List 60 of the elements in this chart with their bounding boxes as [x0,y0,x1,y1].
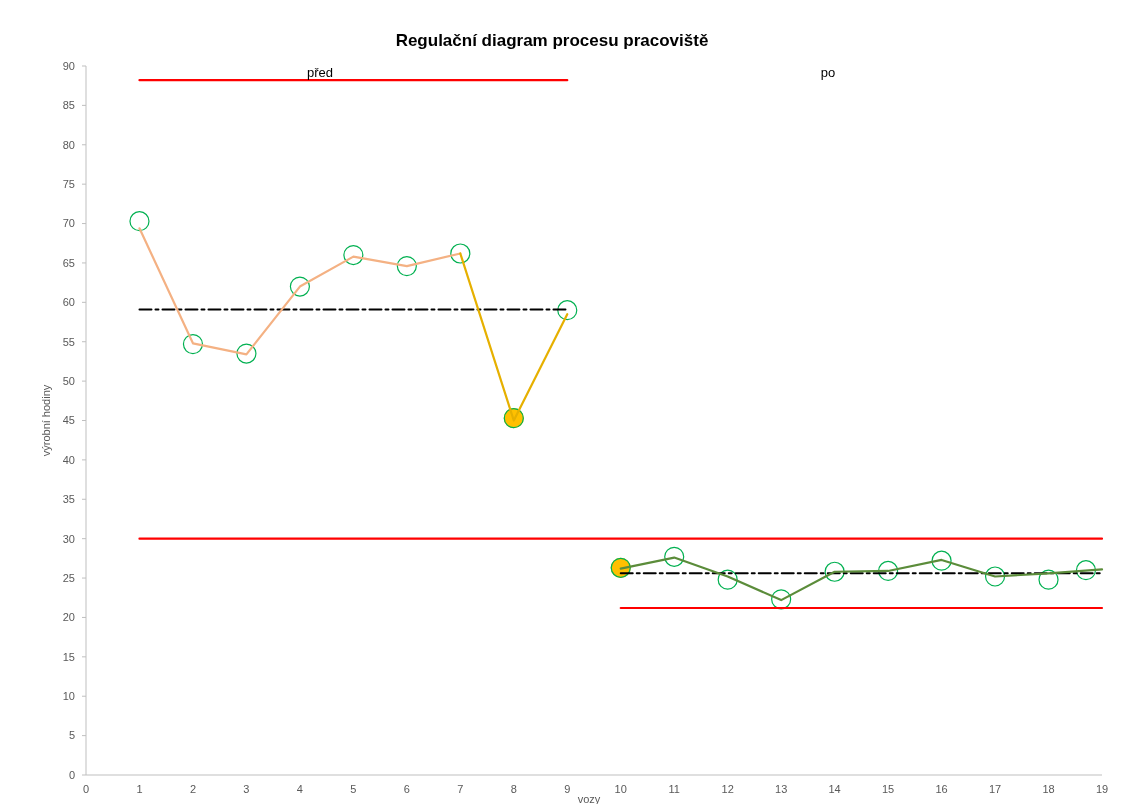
point [771,589,792,610]
point [1075,560,1097,581]
y-tick-label: 80 [62,138,75,151]
point [289,276,310,297]
point [343,244,364,266]
point [396,256,417,277]
y-tick-label: 15 [62,650,75,663]
y-tick-label: 85 [62,99,75,112]
x-tick-label: 0 [82,783,90,795]
x-tick-label: 14 [828,783,841,795]
y-tick-label: 25 [62,571,75,584]
y-tick-label: 40 [62,453,75,466]
point [664,546,685,567]
point [931,550,952,571]
point [1038,569,1059,590]
y-tick-label: 45 [62,414,75,427]
x-tick-label: 17 [988,783,1002,795]
x-tick-label: 12 [721,783,734,795]
point [878,560,899,582]
y-tick-label: 55 [62,335,75,348]
point [129,211,150,232]
x-tick-label: 11 [668,783,680,795]
point [450,243,471,264]
y-tick-label: 20 [62,611,75,624]
y-tick-label: 30 [62,532,75,545]
point [984,566,1006,587]
y-tick-label: 50 [62,374,75,387]
y-tick-label: 0 [68,768,75,781]
annotation: po [820,65,836,80]
x-tick-label: 2 [189,783,197,795]
point [236,343,257,364]
point [557,300,578,321]
x-tick-label: 8 [510,783,517,795]
y-tick-label: 35 [62,493,75,506]
x-tick-label: 15 [881,783,895,795]
chart-title: Regulační diagram procesu pracoviště [395,31,709,50]
y-tick-label: 65 [62,256,75,269]
y-tick-label: 90 [62,59,75,72]
x-tick-label: 5 [350,783,357,795]
x-tick-label: 13 [775,783,788,795]
x-tick-label: 19 [1095,783,1109,795]
x-tick-label: 4 [296,783,303,795]
point [182,333,204,355]
y-tick-label: 10 [62,690,75,703]
point [717,569,738,590]
x-tick-label: 7 [457,783,464,795]
x-tick-label: 18 [1042,783,1055,795]
y-tick-label: 60 [62,296,75,309]
x-tick-label: 16 [935,783,948,795]
point [824,561,845,582]
x-tick-label: 9 [564,783,571,795]
x-tick-label: 1 [136,783,143,795]
x-tick-label: 6 [403,783,410,795]
x-tick-label: 10 [614,783,627,795]
y-tick-label: 75 [62,178,75,191]
x-tick-label: 3 [243,783,250,795]
y-tick-label: 70 [62,217,75,230]
y-tick-label: 5 [68,729,75,742]
y-axis-title: výrobní hodiny [40,384,52,457]
annotation: před [306,65,334,80]
